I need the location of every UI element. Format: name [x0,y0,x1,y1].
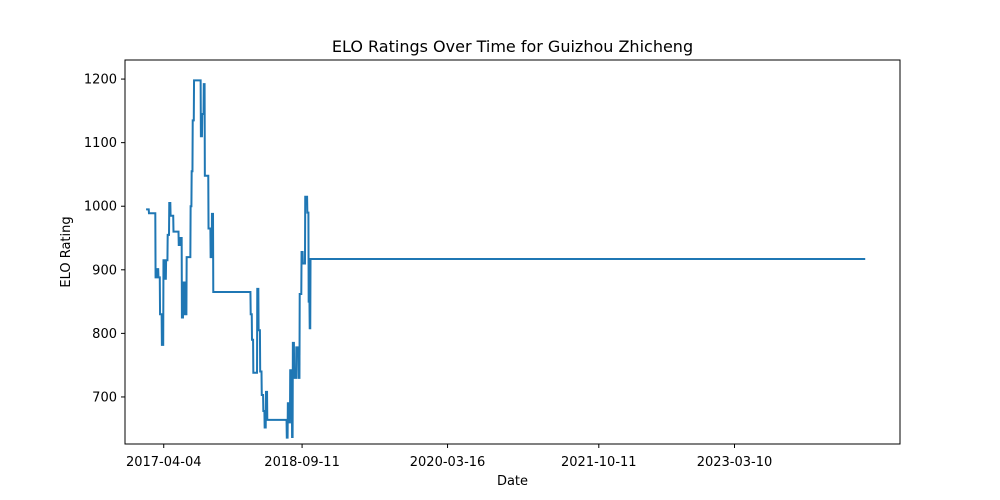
series-line-0 [146,79,866,439]
y-tick-label: 900 [92,263,117,278]
x-tick-label: 2021-10-11 [561,455,637,470]
y-tick-label: 700 [92,390,117,405]
x-axis-label: Date [497,474,528,489]
x-tick-label: 2017-04-04 [126,455,202,470]
y-axis-ticks: 700 800 900 1000 1100 1200 [84,73,125,405]
chart-title: ELO Ratings Over Time for Guizhou Zhiche… [332,37,693,56]
series-layer [146,79,866,439]
x-tick-label: 2020-03-16 [410,455,486,470]
y-tick-label: 1100 [84,136,117,151]
y-tick-label: 1000 [84,200,117,215]
x-axis-ticks: 2017-04-04 2018-09-11 2020-03-16 2021-10-11… [126,444,772,470]
y-tick-label: 1200 [84,73,117,88]
y-tick-label: 800 [92,327,117,342]
y-axis-label: ELO Rating [59,216,74,287]
axes-frame [124,59,901,445]
plot-area [124,59,901,445]
x-tick-label: 2023-03-10 [697,455,773,470]
x-tick-label: 2018-09-11 [264,455,340,470]
